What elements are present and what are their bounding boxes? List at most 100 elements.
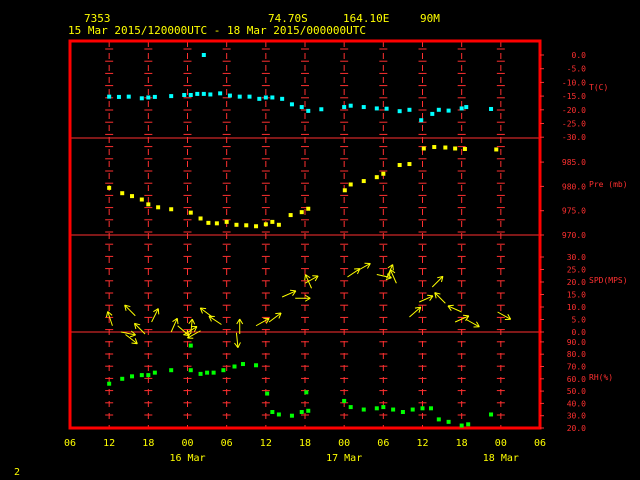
rh-point	[348, 405, 353, 410]
wind-arrow-shaft	[255, 318, 270, 327]
y-tick-label: -25.0	[562, 120, 586, 129]
wind-arrow-head	[392, 264, 394, 271]
temp-point	[319, 107, 324, 112]
y-tick-label: 0.0	[572, 328, 587, 337]
rh-point	[120, 376, 125, 381]
wind-arrow-head	[447, 304, 454, 307]
y-tick-label: -30.0	[562, 133, 586, 142]
pres-point	[407, 162, 412, 167]
wind-arrow	[356, 262, 371, 272]
wind-arrow	[133, 322, 146, 335]
wind-arrow-head	[434, 292, 441, 295]
wind-arrow-head	[208, 315, 212, 322]
pres-point	[234, 222, 239, 227]
wind-arrow-head	[130, 330, 136, 336]
temp-point	[152, 94, 157, 99]
pres-point	[198, 216, 203, 221]
wind-arrow	[124, 304, 136, 317]
rh-point	[146, 373, 151, 378]
x-date-label: 17 Mar	[326, 453, 362, 464]
wind-arrow-shaft	[268, 312, 282, 323]
wind-arrow-head	[390, 269, 396, 274]
temp-point	[146, 95, 151, 100]
pres-point	[244, 223, 249, 228]
temp-point	[247, 94, 252, 99]
wind-arrow-shaft	[419, 295, 434, 303]
y-tick-label: 60.0	[567, 375, 586, 384]
wind-arrow-head	[385, 277, 392, 281]
y-tick-label: -15.0	[562, 92, 586, 101]
wind-arrow-shaft	[431, 276, 444, 288]
wind-arrow-head	[237, 342, 241, 348]
pres-point	[462, 146, 467, 151]
wind-arrow-shaft	[304, 274, 312, 289]
panel-label-rh: RH(%)	[589, 373, 613, 382]
x-tick-label: 06	[64, 438, 76, 449]
wind-arrow-head	[176, 318, 179, 325]
pres-point	[348, 182, 353, 187]
wind-arrow	[208, 315, 222, 325]
wind-arrow	[281, 289, 297, 298]
x-date-label: 18 Mar	[483, 453, 519, 464]
station-latitude: 74.70S	[268, 12, 308, 25]
wind-arrow-head	[107, 311, 113, 316]
wind-arrow-head	[186, 329, 190, 336]
pres-point	[156, 205, 161, 210]
y-tick-label: -10.0	[562, 78, 586, 87]
pres-point	[214, 221, 219, 226]
rh-point	[265, 391, 270, 396]
wind-arrow-head	[191, 318, 196, 325]
wind-arrow-head	[429, 295, 434, 301]
wind-arrow-shaft	[409, 306, 422, 318]
wind-arrow-head	[234, 342, 239, 348]
x-tick-label: 12	[416, 438, 428, 449]
wind-arrow-shaft	[183, 326, 198, 335]
y-tick-label: -20.0	[562, 106, 586, 115]
wind-arrow-shaft	[447, 305, 462, 313]
pres-point	[494, 147, 499, 152]
x-tick-label: 06	[221, 438, 233, 449]
wind-arrow-head	[188, 318, 193, 325]
temp-point	[208, 92, 213, 97]
rh-point	[211, 370, 216, 375]
temp-point	[227, 93, 232, 98]
temp-point	[407, 107, 412, 112]
pres-point	[306, 206, 311, 211]
wind-arrow-head	[183, 334, 190, 337]
rh-point	[270, 410, 275, 415]
pres-point	[206, 220, 211, 225]
wind-arrow-head	[275, 312, 282, 315]
pres-point	[374, 175, 379, 180]
wind-arrow-shaft	[107, 311, 113, 326]
wind-arrow-head	[434, 292, 437, 299]
y-tick-label: 20.0	[567, 424, 586, 433]
temp-point	[374, 106, 379, 111]
temp-point	[263, 95, 268, 100]
wind-arrow	[268, 312, 282, 323]
temp-point	[289, 102, 294, 107]
temp-point	[182, 93, 187, 98]
wind-arrow-head	[366, 263, 371, 269]
wind-arrow-shaft	[177, 325, 190, 337]
temp-point	[436, 107, 441, 112]
x-tick-label: 12	[260, 438, 272, 449]
pres-point	[263, 222, 268, 227]
wind-arrow-head	[387, 264, 393, 269]
wind-arrow-head	[124, 305, 127, 311]
wind-arrow-head	[200, 307, 207, 310]
y-tick-label: 10.0	[567, 303, 586, 312]
wind-arrow	[170, 317, 179, 333]
wind-arrow	[120, 330, 136, 338]
pres-point	[288, 213, 293, 218]
temp-point	[342, 105, 347, 110]
pres-point	[397, 163, 402, 168]
wind-arrow-head	[462, 314, 469, 317]
y-tick-label: 40.0	[567, 399, 586, 408]
rh-point	[381, 405, 386, 410]
wind-arrow-head	[239, 318, 244, 325]
wind-arrow-head	[134, 338, 138, 344]
wind-arrow-shaft	[235, 332, 239, 348]
rh-point	[306, 408, 311, 413]
rh-point	[232, 364, 237, 369]
